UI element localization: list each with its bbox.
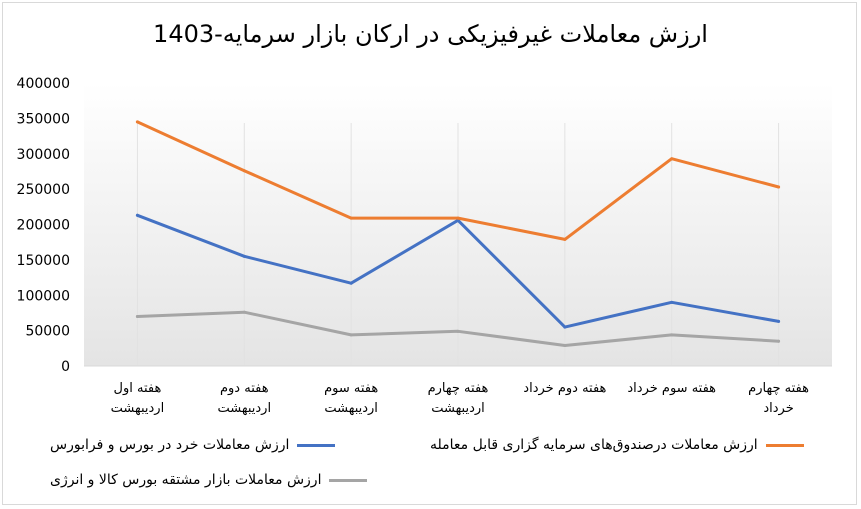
data-point [670, 300, 674, 304]
legend-swatch-retail [297, 443, 336, 447]
y-tick-label: 250000 [17, 182, 70, 198]
legend-label-retail: ارزش معاملات خرد در بورس و فرابورس [50, 437, 290, 453]
x-tick-label: اردیبهشت [324, 401, 378, 416]
y-tick-label: 150000 [17, 253, 70, 269]
data-point [242, 310, 246, 314]
x-tick-label: هفته چهارم [748, 381, 809, 396]
x-tick-label: اردیبهشت [111, 401, 165, 416]
y-tick-label: 200000 [17, 218, 70, 234]
x-tick-label: هفته سوم [324, 381, 378, 396]
data-point [563, 325, 567, 329]
x-tick-label: هفته سوم خرداد [627, 381, 716, 396]
data-point [242, 254, 246, 258]
data-point [670, 157, 674, 161]
legend-item-derivatives: ارزش معاملات بازار مشتقه بورس کالا و انر… [50, 472, 368, 488]
data-point [563, 237, 567, 241]
chart-title: ارزش معاملات غیرفیزیکی در ارکان بازار سر… [153, 20, 708, 48]
data-point [456, 329, 460, 333]
data-point [349, 281, 353, 285]
legend-label-funds: ارزش معاملات درصندوق‌های سرمایه گزاری قا… [430, 437, 758, 453]
data-point [777, 339, 781, 343]
y-tick-label: 0 [61, 359, 70, 375]
x-tick-label: هفته دوم خرداد [523, 381, 606, 396]
data-point [135, 120, 139, 124]
data-point [349, 333, 353, 337]
y-tick-label: 50000 [25, 324, 70, 340]
legend-swatch-derivatives [329, 478, 368, 482]
data-point [242, 169, 246, 173]
x-tick-label: هفته دوم [220, 381, 269, 396]
y-tick-label: 400000 [17, 76, 70, 92]
data-point [670, 333, 674, 337]
y-tick-label: 350000 [17, 111, 70, 127]
data-point [135, 314, 139, 318]
x-tick-label: اردیبهشت [431, 401, 485, 416]
x-tick-label: اردیبهشت [217, 401, 271, 416]
x-tick-label: هفته چهارم [428, 381, 489, 396]
legend-item-retail: ارزش معاملات خرد در بورس و فرابورس [50, 437, 336, 453]
y-tick-label: 100000 [17, 288, 70, 304]
data-point [777, 185, 781, 189]
x-tick-label: خرداد [763, 401, 793, 416]
legend-label-derivatives: ارزش معاملات بازار مشتقه بورس کالا و انر… [50, 472, 322, 488]
data-point [349, 216, 353, 220]
x-tick-label: هفته اول [114, 381, 162, 396]
legend-item-funds: ارزش معاملات درصندوق‌های سرمایه گزاری قا… [430, 437, 804, 453]
data-point [777, 319, 781, 323]
data-point [135, 213, 139, 217]
y-tick-label: 300000 [17, 147, 70, 163]
data-point [563, 343, 567, 347]
data-point [456, 216, 460, 220]
legend-swatch-funds [765, 443, 804, 447]
